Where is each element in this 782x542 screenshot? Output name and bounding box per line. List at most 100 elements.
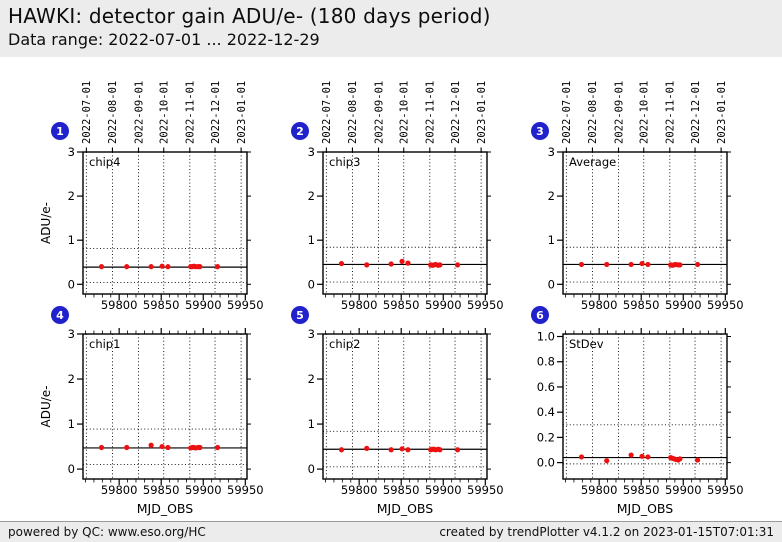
x-axis-label: MJD_OBS [377, 501, 434, 516]
svg-text:2022-07-01: 2022-07-01 [81, 81, 93, 144]
data-point [148, 264, 154, 270]
svg-text:0: 0 [68, 277, 75, 291]
data-point [405, 260, 411, 266]
plot-label: chip3 [329, 155, 360, 169]
svg-text:2022-12-01: 2022-12-01 [210, 81, 222, 144]
svg-text:59800: 59800 [101, 483, 138, 497]
y-axis-label: ADU/e- [40, 386, 53, 428]
svg-text:3: 3 [548, 145, 555, 159]
svg-text:59800: 59800 [581, 298, 618, 312]
plot-number-badge: 2 [291, 122, 309, 140]
svg-text:59950: 59950 [707, 483, 744, 497]
svg-text:59850: 59850 [623, 483, 660, 497]
data-point [165, 264, 171, 270]
page-footer: powered by QC: www.eso.org/HC created by… [0, 521, 782, 542]
data-point [454, 262, 461, 268]
svg-text:1: 1 [68, 417, 75, 431]
svg-text:59800: 59800 [341, 483, 378, 497]
svg-text:0.8: 0.8 [537, 355, 555, 369]
svg-text:2022-10-01: 2022-10-01 [639, 81, 651, 144]
svg-text:1: 1 [68, 233, 75, 247]
svg-text:59900: 59900 [665, 298, 702, 312]
page-header: HAWKI: detector gain ADU/e- (180 days pe… [0, 0, 782, 57]
svg-text:2: 2 [68, 372, 75, 386]
svg-text:3: 3 [68, 145, 75, 159]
svg-text:3: 3 [308, 327, 315, 341]
footer-powered-by: powered by QC: www.eso.org/HC [8, 525, 206, 539]
svg-text:59900: 59900 [425, 298, 462, 312]
data-point [364, 262, 370, 268]
subplot-cell-average: 3 59800 59850 59900 59950 2022-07-01 2022-08-… [520, 80, 760, 330]
data-point [98, 444, 105, 451]
svg-text:2022-11-01: 2022-11-01 [185, 81, 197, 144]
subplot-average: 59800 59850 59900 59950 2022-07-01 2022-08-01… [548, 81, 744, 312]
data-point [165, 444, 171, 451]
data-point [338, 260, 345, 267]
subplot-chip3: 59800 59850 59900 59950 2022-07-01 2022-08-01… [308, 81, 504, 312]
plot-label: StDev [569, 337, 604, 351]
data-point [388, 261, 394, 267]
data-point [645, 454, 651, 460]
svg-text:0: 0 [68, 462, 75, 476]
data-point [628, 261, 634, 268]
svg-text:2: 2 [548, 189, 555, 203]
svg-text:3: 3 [308, 145, 315, 159]
plot-number-badge: 6 [531, 306, 549, 324]
svg-text:59900: 59900 [185, 298, 222, 312]
svg-text:59900: 59900 [425, 483, 462, 497]
y-axis-label: ADU/e- [40, 202, 53, 244]
svg-text:59800: 59800 [341, 298, 378, 312]
data-point [604, 261, 610, 268]
data-point [98, 264, 105, 270]
plot-number-badge: 1 [51, 122, 69, 140]
svg-text:59800: 59800 [101, 298, 138, 312]
data-point [645, 261, 651, 268]
svg-text:59900: 59900 [665, 483, 702, 497]
data-point [639, 260, 645, 267]
subplot-cell-chip2: 5 59800 59850 59900 59950 0 1 2 3 chip2 MJD_OBS [280, 300, 520, 520]
svg-text:2022-09-01: 2022-09-01 [373, 81, 385, 144]
svg-text:2022-11-01: 2022-11-01 [665, 81, 677, 144]
data-point [214, 444, 221, 451]
svg-text:2: 2 [308, 189, 315, 203]
plot-label: chip2 [329, 337, 360, 351]
subplot-cell-chip4: 1 59800 59850 59900 59950 2022-07-01 2022-08-… [40, 80, 280, 330]
svg-text:59950: 59950 [227, 483, 264, 497]
svg-text:2: 2 [68, 189, 75, 203]
data-point [677, 262, 683, 268]
svg-text:2022-09-01: 2022-09-01 [613, 81, 625, 144]
data-point [677, 456, 683, 462]
svg-text:59850: 59850 [383, 483, 420, 497]
subplot-cell-chip3: 2 59800 59850 59900 59950 2022-07-01 2022-08-… [280, 80, 520, 330]
svg-text:2023-01-01: 2023-01-01 [236, 81, 248, 144]
data-point [214, 264, 221, 270]
data-point [388, 447, 394, 453]
svg-text:2022-12-01: 2022-12-01 [690, 81, 702, 144]
data-range-subtitle: Data range: 2022-07-01 ... 2022-12-29 [8, 30, 320, 49]
data-point [159, 443, 165, 450]
data-point [578, 261, 585, 268]
plot-number-badge: 5 [291, 306, 309, 324]
svg-text:0: 0 [548, 277, 555, 291]
plot-label: chip1 [89, 337, 120, 351]
subplot-chip2: 59800 59850 59900 59950 0 1 2 3 chip2 MJD_OBS [308, 327, 504, 516]
data-point [338, 447, 345, 453]
svg-text:2023-01-01: 2023-01-01 [716, 81, 728, 144]
x-axis-label: MJD_OBS [137, 501, 194, 516]
svg-text:1: 1 [548, 233, 555, 247]
subplot-cell-stdev: 6 59800 59850 59900 59950 0.0 0.2 0.4 0.6 0.8 1.0… [520, 300, 760, 520]
svg-text:2022-10-01: 2022-10-01 [159, 81, 171, 144]
svg-text:2: 2 [308, 372, 315, 386]
svg-text:0.0: 0.0 [537, 456, 555, 470]
plot-number-badge: 4 [51, 306, 69, 324]
data-point [124, 264, 130, 270]
svg-text:1: 1 [308, 233, 315, 247]
svg-text:2022-07-01: 2022-07-01 [561, 81, 573, 144]
svg-text:2022-08-01: 2022-08-01 [347, 81, 359, 144]
data-point [364, 445, 370, 451]
svg-text:2022-10-01: 2022-10-01 [399, 81, 411, 144]
svg-text:2022-09-01: 2022-09-01 [133, 81, 145, 144]
svg-text:2022-11-01: 2022-11-01 [425, 81, 437, 144]
plot-label: Average [569, 155, 616, 169]
data-point [694, 457, 701, 463]
